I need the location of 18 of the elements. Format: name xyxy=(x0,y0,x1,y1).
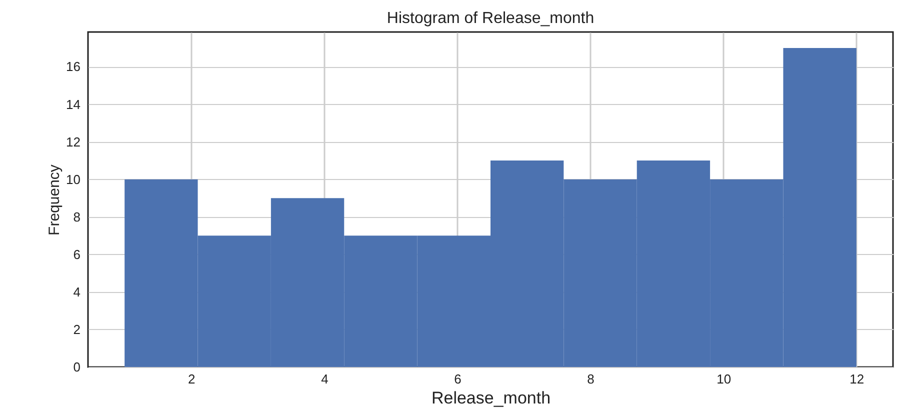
y-axis-title: Frequency xyxy=(46,164,64,236)
y-tick-label: 16 xyxy=(66,59,80,74)
x-tick-label: 6 xyxy=(454,372,462,386)
y-tick-label: 10 xyxy=(66,172,80,187)
y-tick-label: 6 xyxy=(73,246,80,262)
x-tick-label: 12 xyxy=(850,372,864,386)
x-axis-title: Release_month xyxy=(431,388,551,408)
x-tick-label: 2 xyxy=(188,372,196,386)
x-tick-label: 8 xyxy=(587,372,594,386)
y-tick-label: 0 xyxy=(73,360,80,374)
y-tick-label: 12 xyxy=(66,134,80,150)
y-tick-label: 2 xyxy=(73,322,80,337)
y-tick-label: 4 xyxy=(73,284,80,300)
x-tick-label: 10 xyxy=(716,372,732,386)
x-tick-label: 4 xyxy=(321,372,328,386)
y-tick-label: 14 xyxy=(66,96,80,112)
chart-title: Histogram of Release_month xyxy=(386,10,594,27)
y-tick-label: 8 xyxy=(73,209,80,224)
